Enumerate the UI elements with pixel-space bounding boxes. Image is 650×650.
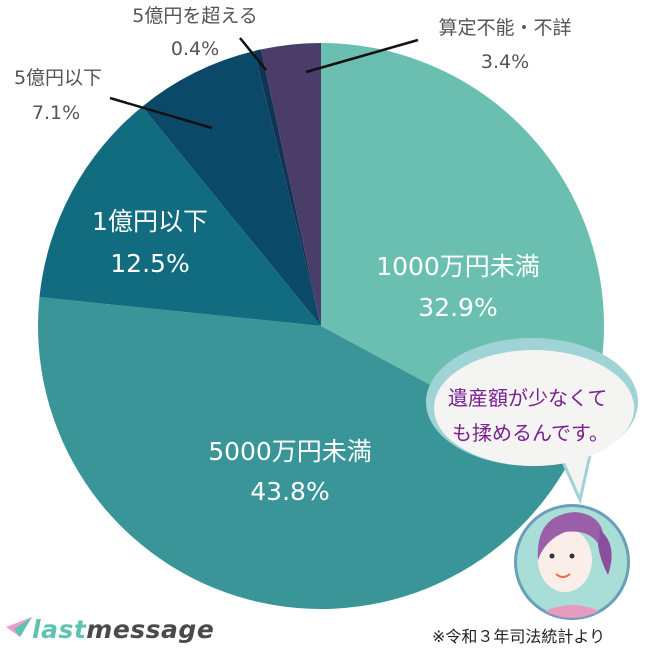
paper-plane-icon xyxy=(6,617,32,637)
slice-value-1000man: 32.9% xyxy=(418,293,497,322)
pie-slice-5 xyxy=(261,43,321,326)
slice-label-5oku-over: 5億円を超える xyxy=(132,5,258,27)
slice-value-unknown: 3.4% xyxy=(481,51,529,73)
slice-label-unknown: 算定不能・不詳 xyxy=(438,17,571,39)
slice-value-1oku: 12.5% xyxy=(110,249,189,278)
leader-line-5oku-over xyxy=(239,37,267,71)
bubble-line-1: 遺産額が少なくて xyxy=(448,386,607,410)
pie-slice-4 xyxy=(254,49,321,327)
slice-label-1000man: 1000万円未満 xyxy=(376,252,540,281)
speech-bubble: 遺産額が少なくて も揉めるんです。 xyxy=(426,338,638,505)
slice-value-5000man: 43.8% xyxy=(250,477,329,506)
source-note: ※令和３年司法統計より xyxy=(432,627,606,646)
slice-label-5000man: 5000万円未満 xyxy=(208,437,372,466)
leader-line-unknown xyxy=(305,38,419,74)
slice-label-1oku: 1億円以下 xyxy=(92,207,208,236)
avatar xyxy=(514,504,630,620)
bubble-line-2: も揉めるんです。 xyxy=(452,421,609,445)
pie-slice-2 xyxy=(39,106,321,326)
lastmessage-logo: lastmessage xyxy=(6,614,214,644)
leader-line-5oku-ika xyxy=(109,96,213,130)
pie-slice-1 xyxy=(38,297,571,610)
slice-label-5oku-ika: 5億円以下 xyxy=(14,67,102,89)
slice-value-5oku-ika: 7.1% xyxy=(32,102,80,124)
slice-value-5oku-over: 0.4% xyxy=(171,38,219,60)
leader-lines xyxy=(109,37,419,130)
